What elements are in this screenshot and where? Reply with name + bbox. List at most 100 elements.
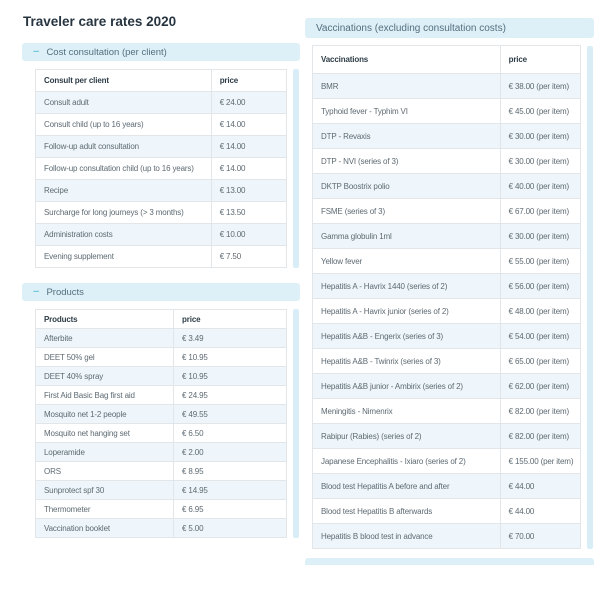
item-price: € 30.00 (per item)	[499, 223, 582, 249]
table-row: Typhoid fever - Typhim VI € 45.00 (per it…	[312, 98, 582, 124]
table-row: Thermometer € 6.95	[34, 499, 287, 519]
minus-icon: −	[33, 285, 40, 298]
item-price: € 8.95	[173, 461, 287, 481]
accordion-header-partial[interactable]	[305, 558, 594, 565]
item-label: Consult child (up to 16 years)	[35, 113, 212, 136]
table-row: Surcharge for long journeys (> 3 months)…	[35, 201, 288, 224]
panel-edge-strip	[293, 309, 299, 538]
consult-table: Consult per client price Consult adult € …	[35, 69, 288, 268]
item-label: Evening supplement	[35, 245, 212, 268]
table-row: Mosquito net hanging set € 6.50	[34, 423, 287, 443]
item-label: Hepatitis A&B - Engerix (series of 3)	[312, 323, 501, 349]
item-price: € 14.00	[210, 135, 288, 158]
item-label: Mosquito net 1-2 people	[34, 404, 175, 424]
item-price: € 44.00	[499, 498, 582, 524]
item-price: € 3.49	[173, 328, 287, 348]
item-label: Typhoid fever - Typhim VI	[312, 98, 501, 124]
table-row: Sunprotect spf 30 € 14.95	[34, 480, 287, 500]
accordion-body-vaccinations: Vaccinations price BMR € 38.00 (per item)…	[305, 38, 594, 549]
table-row: Follow-up consultation child (up to 16 y…	[35, 157, 288, 180]
accordion-header-vaccinations[interactable]: Vaccinations (excluding consultation cos…	[305, 18, 594, 38]
item-price: € 10.95	[173, 347, 287, 367]
table-row: Rabipur (Rabies) (series of 2) € 82.00 (p…	[312, 423, 582, 449]
item-price: € 155.00 (per item)	[499, 448, 582, 474]
item-label: Mosquito net hanging set	[34, 423, 175, 443]
item-label: Rabipur (Rabies) (series of 2)	[312, 423, 501, 449]
item-price: € 7.50	[210, 245, 288, 268]
table-header-row: Products price	[34, 309, 287, 329]
item-label: BMR	[312, 73, 501, 99]
table-row: DEET 40% spray € 10.95	[34, 366, 287, 386]
item-label: Hepatitis A&B junior - Ambirix (series o…	[312, 373, 501, 399]
accordion-header-label: Vaccinations (excluding consultation cos…	[316, 22, 506, 34]
column-header-price: price	[210, 69, 288, 92]
item-label: DTP - Revaxis	[312, 123, 501, 149]
table-row: Consult child (up to 16 years) € 14.00	[35, 113, 288, 136]
table-row: Loperamide € 2.00	[34, 442, 287, 462]
table-row: DTP - Revaxis € 30.00 (per item)	[312, 123, 582, 149]
left-column: Traveler care rates 2020 − Cost consulta…	[22, 12, 300, 565]
item-price: € 55.00 (per item)	[499, 248, 582, 274]
item-price: € 54.00 (per item)	[499, 323, 582, 349]
column-header-vaccinations: Vaccinations	[312, 45, 501, 74]
item-price: € 56.00 (per item)	[499, 273, 582, 299]
item-price: € 13.50	[210, 201, 288, 224]
item-price: € 38.00 (per item)	[499, 73, 582, 99]
item-label: ORS	[34, 461, 175, 481]
column-header-consult: Consult per client	[35, 69, 212, 92]
item-label: Consult adult	[35, 91, 212, 114]
table-row: Mosquito net 1-2 people € 49.55	[34, 404, 287, 424]
accordion-header-products[interactable]: − Products	[22, 283, 300, 301]
item-price: € 67.00 (per item)	[499, 198, 582, 224]
table-row: Blood test Hepatitis A before and after €…	[312, 473, 582, 499]
table-row: Hepatitis A&B - Twinrix (series of 3) € 6…	[312, 348, 582, 374]
item-label: DEET 50% gel	[34, 347, 175, 367]
table-row: Recipe € 13.00	[35, 179, 288, 202]
table-row: Meningitis - Nimenrix € 82.00 (per item)	[312, 398, 582, 424]
table-row: Hepatitis A - Havrix 1440 (series of 2) €…	[312, 273, 582, 299]
item-label: Thermometer	[34, 499, 175, 519]
section-products: − Products Products price Afterbite € 3.4…	[22, 283, 300, 538]
item-label: Vaccination booklet	[34, 518, 175, 538]
item-label: DTP - NVI (series of 3)	[312, 148, 501, 174]
item-label: Sunprotect spf 30	[34, 480, 175, 500]
item-price: € 24.95	[173, 385, 287, 405]
item-label: Surcharge for long journeys (> 3 months)	[35, 201, 212, 224]
vaccinations-table: Vaccinations price BMR € 38.00 (per item)…	[312, 45, 582, 549]
table-row: Vaccination booklet € 5.00	[34, 518, 287, 538]
table-row: Hepatitis A&B junior - Ambirix (series o…	[312, 373, 582, 399]
section-vaccinations: Vaccinations (excluding consultation cos…	[305, 18, 594, 549]
table-row: ORS € 8.95	[34, 461, 287, 481]
item-price: € 6.95	[173, 499, 287, 519]
item-label: Recipe	[35, 179, 212, 202]
item-price: € 10.00	[210, 223, 288, 246]
page-title: Traveler care rates 2020	[23, 14, 177, 29]
item-label: Japanese Encephalitis - Ixiaro (series o…	[312, 448, 501, 474]
table-row: DKTP Boostrix polio € 40.00 (per item)	[312, 173, 582, 199]
accordion-body-products: Products price Afterbite € 3.49 DEET 50% …	[22, 301, 300, 538]
table-row: Hepatitis A&B - Engerix (series of 3) € 5…	[312, 323, 582, 349]
item-price: € 40.00 (per item)	[499, 173, 582, 199]
item-label: Hepatitis B blood test in advance	[312, 523, 501, 549]
item-price: € 49.55	[173, 404, 287, 424]
item-price: € 44.00	[499, 473, 582, 499]
table-row: Administration costs € 10.00	[35, 223, 288, 246]
table-row: FSME (series of 3) € 67.00 (per item)	[312, 198, 582, 224]
item-price: € 65.00 (per item)	[499, 348, 582, 374]
table-row: First Aid Basic Bag first aid € 24.95	[34, 385, 287, 405]
accordion-header-cost-consultation[interactable]: − Cost consultation (per client)	[22, 43, 300, 61]
item-label: Afterbite	[34, 328, 175, 348]
column-header-products: Products	[34, 309, 175, 329]
item-price: € 6.50	[173, 423, 287, 443]
item-label: Blood test Hepatitis B afterwards	[312, 498, 501, 524]
item-price: € 82.00 (per item)	[499, 398, 582, 424]
table-row: Yellow fever € 55.00 (per item)	[312, 248, 582, 274]
item-price: € 5.00	[173, 518, 287, 538]
minus-icon: −	[33, 45, 40, 58]
item-label: Hepatitis A - Havrix 1440 (series of 2)	[312, 273, 501, 299]
panel-edge-strip	[587, 46, 593, 549]
table-row: Japanese Encephalitis - Ixiaro (series o…	[312, 448, 582, 474]
table-row: Evening supplement € 7.50	[35, 245, 288, 268]
table-row: Consult adult € 24.00	[35, 91, 288, 114]
item-label: Yellow fever	[312, 248, 501, 274]
